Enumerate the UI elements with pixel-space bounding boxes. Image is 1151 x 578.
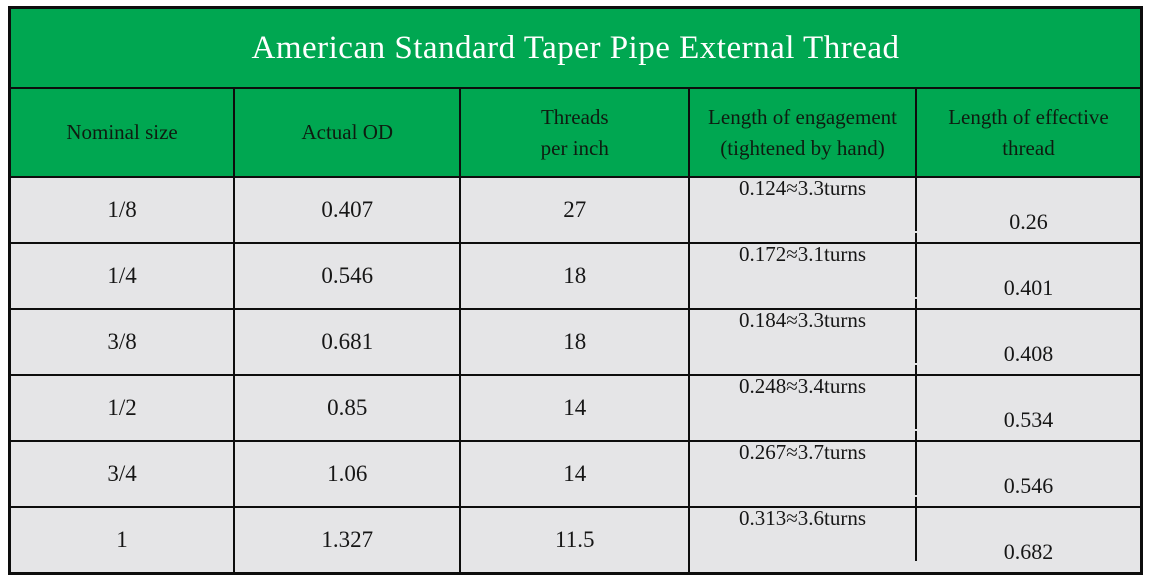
cell-threads-per-inch: 11.5 [461,508,691,572]
cell-length-of-effective-thread: 0.534 [917,382,1140,446]
cell-length-of-effective-thread-value: 0.534 [1003,407,1054,432]
cell-nominal-size: 1 [11,508,236,572]
table-row: 1 1.327 11.5 0.313≈3.6turns 0.682 [11,497,1140,572]
cell-length-of-engagement: 0.248≈3.4turns [690,365,917,429]
cell-length-of-effective-thread-value: 0.408 [1003,341,1054,366]
cell-actual-od: 0.681 [235,310,462,374]
cell-length-of-engagement-value: 0.172≈3.1turns [739,241,867,266]
table-row: 1/2 0.85 14 0.248≈3.4turns 0.534 [11,365,1140,442]
cell-actual-od: 1.327 [235,508,462,572]
cell-length-of-engagement-value: 0.248≈3.4turns [739,373,867,398]
cell-threads-per-inch: 18 [461,244,691,308]
table-header-row: Nominal size Actual OD Threads per inch … [11,89,1140,178]
cell-length-of-engagement: 0.172≈3.1turns [690,233,917,297]
cell-threads-per-inch: 27 [461,178,691,242]
cell-length-of-effective-thread: 0.401 [917,250,1140,314]
table-row: 3/4 1.06 14 0.267≈3.7turns 0.546 [11,431,1140,508]
cell-length-of-engagement: 0.267≈3.7turns [690,431,917,495]
cell-threads-per-inch: 18 [461,310,691,374]
table-title: American Standard Taper Pipe External Th… [11,9,1140,89]
cell-length-of-effective-thread: 0.546 [917,448,1140,512]
cell-length-of-effective-thread: 0.26 [917,184,1140,248]
cell-actual-od: 0.85 [235,376,462,440]
cell-length-of-engagement: 0.124≈3.3turns [690,167,917,231]
cell-nominal-size: 3/4 [11,442,236,506]
cell-nominal-size: 3/8 [11,310,236,374]
cell-actual-od: 1.06 [235,442,462,506]
cell-length-of-engagement-value: 0.124≈3.3turns [739,175,867,200]
cell-nominal-size: 1/8 [11,178,236,242]
cell-length-of-effective-thread: 0.682 [917,514,1140,578]
column-header-actual-od: Actual OD [235,89,462,176]
cell-nominal-size: 1/2 [11,376,236,440]
cell-length-of-effective-thread: 0.408 [917,316,1140,380]
cell-length-of-engagement-value: 0.184≈3.3turns [739,307,867,332]
cell-actual-od: 0.407 [235,178,462,242]
cell-threads-per-inch: 14 [461,376,691,440]
cell-length-of-effective-thread-value: 0.401 [1003,275,1054,300]
column-header-nominal-size: Nominal size [11,89,236,176]
cell-actual-od: 0.546 [235,244,462,308]
cell-length-of-engagement: 0.184≈3.3turns [690,299,917,363]
table-row: 1/8 0.407 27 0.124≈3.3turns 0.26 [11,167,1140,244]
cell-length-of-effective-thread-value: 0.26 [1009,209,1048,234]
column-header-length-of-engagement: Length of engagement (tightened by hand) [690,89,917,176]
cell-threads-per-inch: 14 [461,442,691,506]
table-row: 3/8 0.681 18 0.184≈3.3turns 0.408 [11,299,1140,376]
cell-nominal-size: 1/4 [11,244,236,308]
cell-length-of-effective-thread-value: 0.546 [1003,473,1054,498]
cell-length-of-effective-thread-value: 0.682 [1003,539,1054,564]
cell-length-of-engagement: 0.313≈3.6turns [690,497,917,561]
cell-length-of-engagement-value: 0.267≈3.7turns [739,439,867,464]
table-row: 1/4 0.546 18 0.172≈3.1turns 0.401 [11,233,1140,310]
cell-length-of-engagement-value: 0.313≈3.6turns [739,505,867,530]
column-header-length-of-effective-thread: Length of effective thread [948,105,1109,160]
column-header-threads-per-inch: Threads per inch [461,89,691,176]
taper-pipe-thread-table: American Standard Taper Pipe External Th… [8,6,1143,575]
